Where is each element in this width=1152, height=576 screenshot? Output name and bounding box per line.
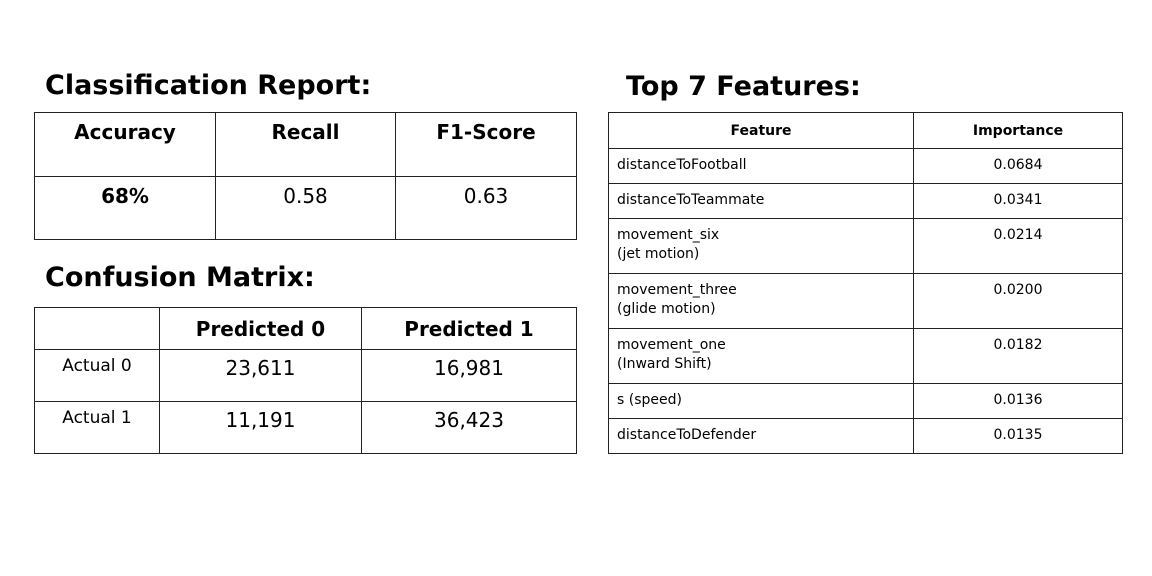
cell-value: 23,611 (159, 349, 362, 402)
confusion-matrix-heading: Confusion Matrix: (45, 262, 315, 293)
table-row: s (speed) 0.0136 (608, 383, 1123, 419)
features-table: Feature Importance distanceToFootball 0.… (608, 112, 1123, 454)
table-row: movement_three (glide motion) 0.0200 (608, 273, 1123, 329)
feature-name: s (speed) (608, 383, 914, 419)
recall-value: 0.58 (215, 176, 396, 240)
feature-note: (Inward Shift) (617, 356, 712, 372)
classification-report-heading: Classification Report: (45, 70, 372, 101)
table-header-row: Predicted 0 Predicted 1 (34, 307, 577, 350)
feature-note: (glide motion) (617, 301, 716, 317)
feature-importance: 0.0135 (913, 418, 1123, 454)
feature-importance: 0.0341 (913, 183, 1123, 219)
cell-value: 11,191 (159, 401, 362, 454)
header-importance: Importance (913, 112, 1123, 149)
header-recall: Recall (215, 112, 396, 177)
feature-name: movement_one (617, 337, 726, 353)
header-f1-score: F1-Score (395, 112, 577, 177)
feature-note: (jet motion) (617, 246, 700, 262)
f1-score-value: 0.63 (395, 176, 577, 240)
cell-value: 36,423 (361, 401, 577, 454)
feature-name: distanceToDefender (608, 418, 914, 454)
header-accuracy: Accuracy (34, 112, 216, 177)
cell-value: 16,981 (361, 349, 577, 402)
header-feature: Feature (608, 112, 914, 149)
confusion-matrix-table: Predicted 0 Predicted 1 Actual 0 23,611 … (34, 307, 577, 454)
table-row: Actual 1 11,191 36,423 (34, 401, 577, 454)
header-empty (34, 307, 160, 350)
row-label-actual-1: Actual 1 (34, 401, 160, 454)
feature-importance: 0.0684 (913, 148, 1123, 184)
feature-importance: 0.0200 (913, 273, 1123, 329)
table-row: Actual 0 23,611 16,981 (34, 349, 577, 402)
table-row: movement_six (jet motion) 0.0214 (608, 218, 1123, 274)
feature-name: movement_six (617, 227, 720, 243)
table-row: distanceToTeammate 0.0341 (608, 183, 1123, 219)
feature-name: distanceToFootball (608, 148, 914, 184)
table-row: distanceToFootball 0.0684 (608, 148, 1123, 184)
feature-name: movement_three (617, 282, 737, 298)
row-label-actual-0: Actual 0 (34, 349, 160, 402)
features-heading: Top 7 Features: (626, 71, 861, 102)
table-row: movement_one (Inward Shift) 0.0182 (608, 328, 1123, 384)
feature-cell: movement_one (Inward Shift) (608, 328, 914, 384)
table-row: 68% 0.58 0.63 (34, 176, 577, 240)
feature-importance: 0.0182 (913, 328, 1123, 384)
table-header-row: Accuracy Recall F1-Score (34, 112, 577, 177)
feature-cell: movement_three (glide motion) (608, 273, 914, 329)
table-row: distanceToDefender 0.0135 (608, 418, 1123, 454)
classification-report-table: Accuracy Recall F1-Score 68% 0.58 0.63 (34, 112, 577, 240)
feature-cell: movement_six (jet motion) (608, 218, 914, 274)
header-predicted-0: Predicted 0 (159, 307, 362, 350)
accuracy-value: 68% (34, 176, 216, 240)
feature-name: distanceToTeammate (608, 183, 914, 219)
feature-importance: 0.0214 (913, 218, 1123, 274)
table-header-row: Feature Importance (608, 112, 1123, 149)
header-predicted-1: Predicted 1 (361, 307, 577, 350)
feature-importance: 0.0136 (913, 383, 1123, 419)
